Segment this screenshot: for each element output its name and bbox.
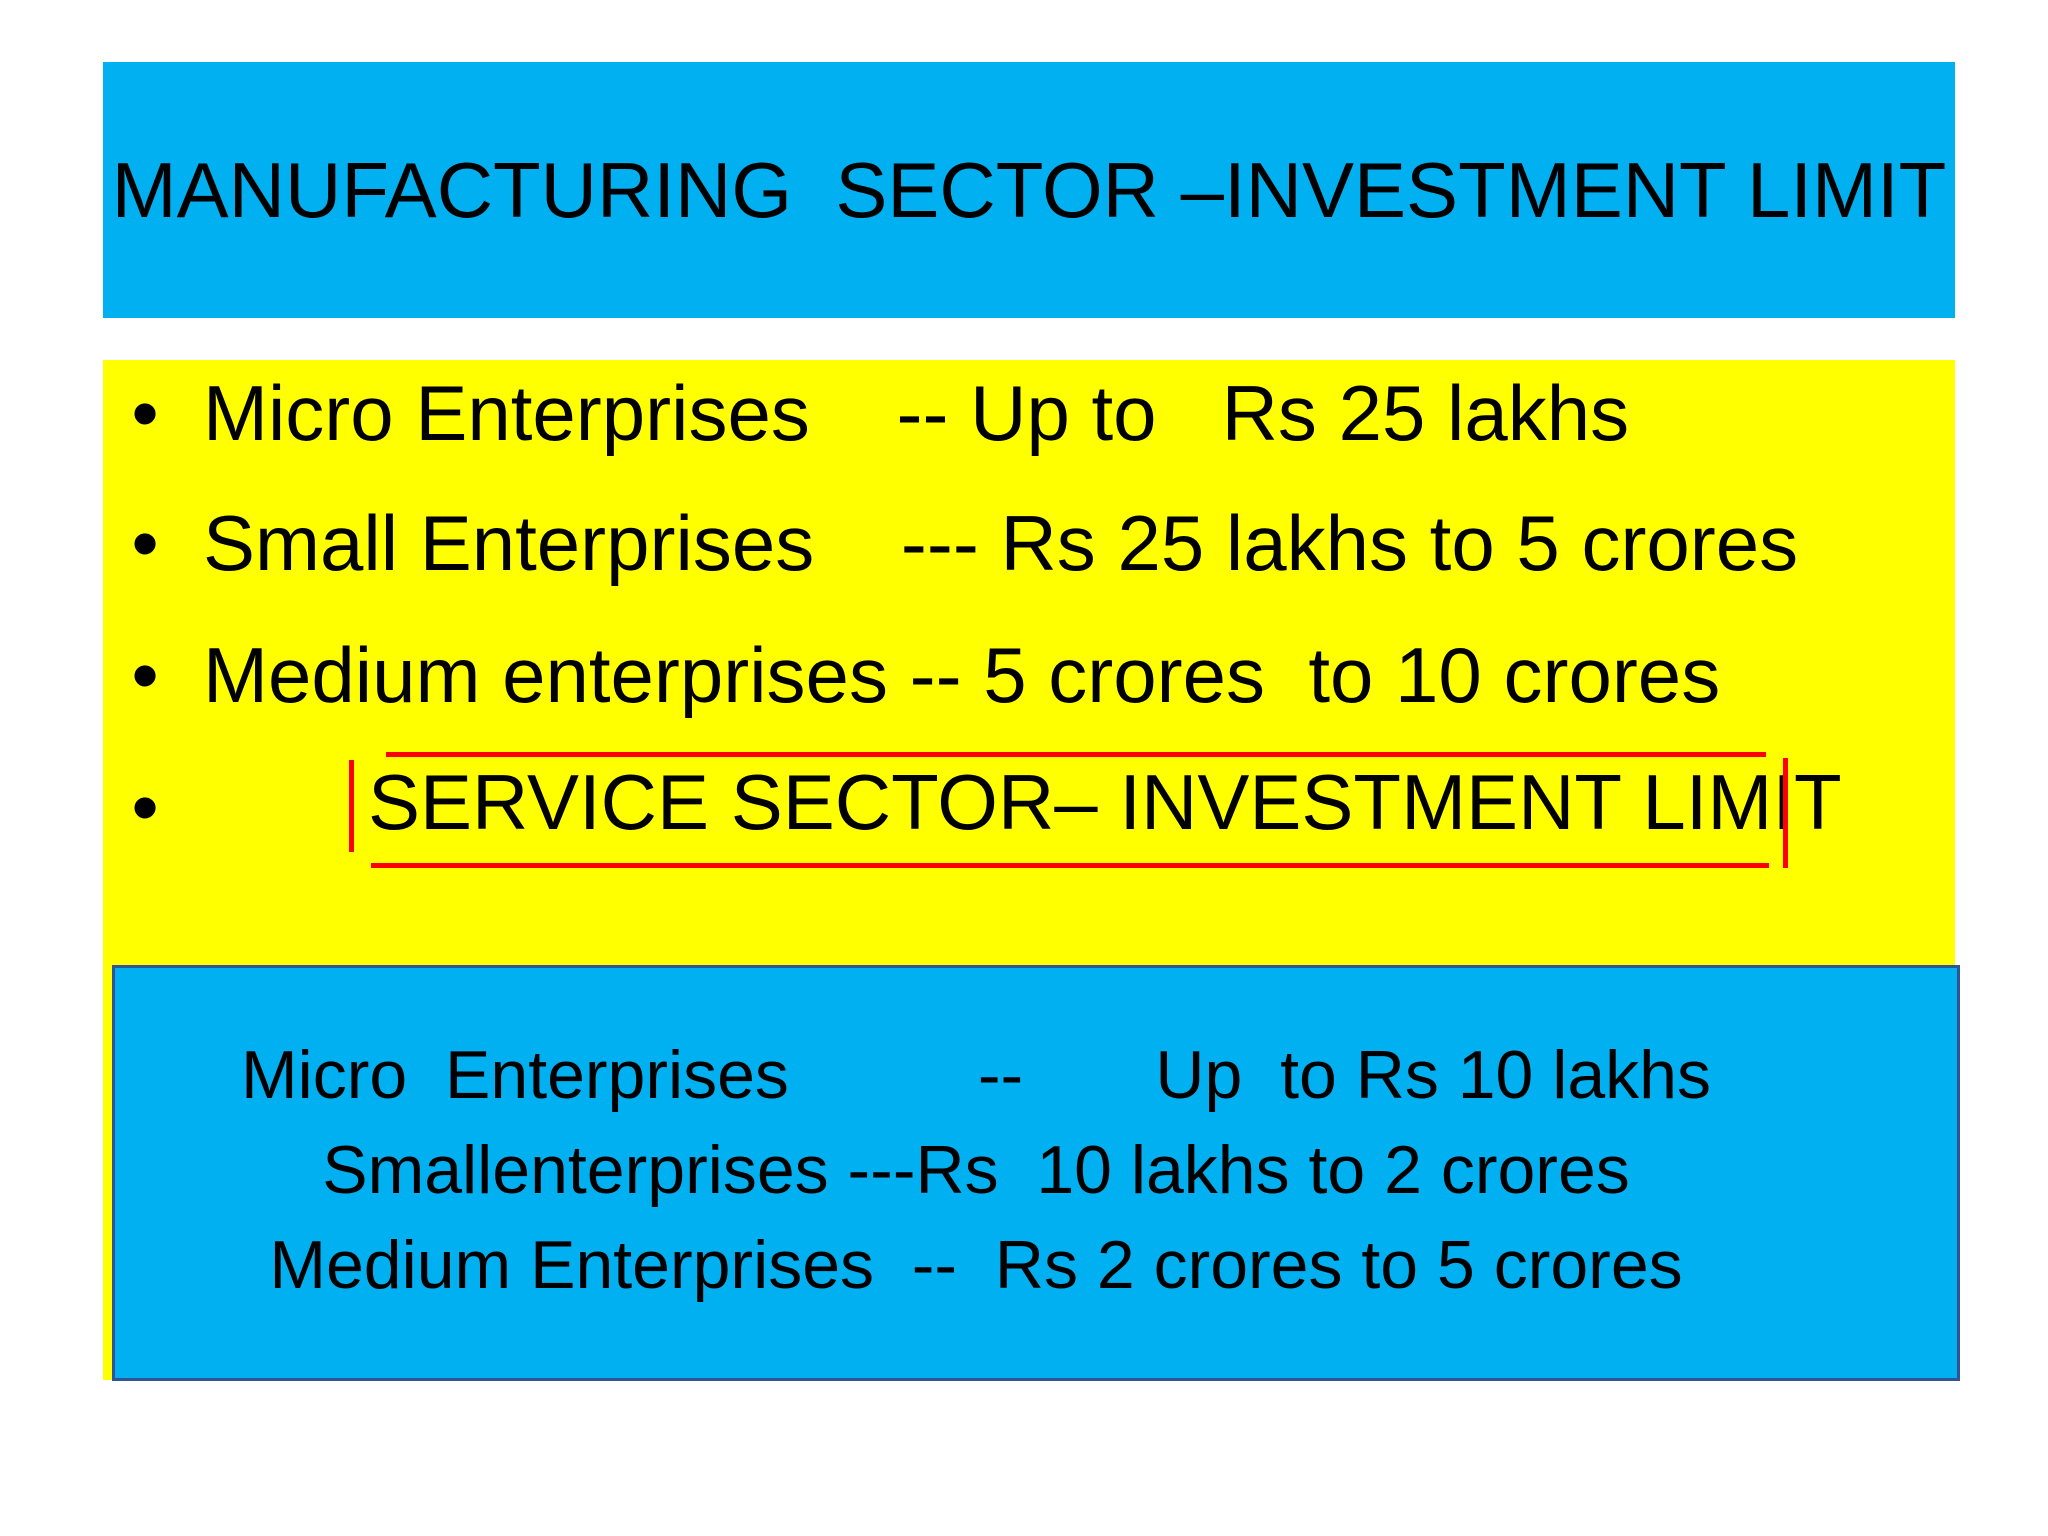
bullet-icon: • [131,630,159,719]
list-item-label: Medium enterprises -- 5 crores to 10 cro… [203,630,1721,719]
service-heading: SERVICE SECTOR– INVESTMENT LIMIT [368,757,1842,846]
service-item-medium: Medium Enterprises -- Rs 2 crores to 5 c… [269,1227,1683,1303]
service-panel: Micro Enterprises -- Up to Rs 10 lakhs S… [112,965,1960,1381]
list-item-label: Micro Enterprises -- Up to Rs 25 lakhs [203,368,1630,457]
highlight-top-line [386,752,1766,757]
highlight-right-line [1783,758,1788,868]
bullet-icon: • [131,762,159,851]
bullet-icon: • [131,498,159,587]
slide-title: MANUFACTURING SECTOR –INVESTMENT LIMIT [111,145,1947,234]
list-item-label: Small Enterprises --- Rs 25 lakhs to 5 c… [203,498,1799,587]
list-item-small: • Small Enterprises --- Rs 25 lakhs to 5… [103,488,1955,598]
bullet-icon: • [131,368,159,457]
title-banner: MANUFACTURING SECTOR –INVESTMENT LIMIT [103,62,1955,318]
list-item-micro: • Micro Enterprises -- Up to Rs 25 lakhs [103,358,1955,468]
list-item-medium: • Medium enterprises -- 5 crores to 10 c… [103,620,1955,730]
highlight-left-line [349,760,354,852]
highlight-bottom-line [371,863,1769,868]
service-item-small: Smallenterprises ---Rs 10 lakhs to 2 cro… [322,1132,1630,1208]
list-item-service-heading: • SERVICE SECTOR– INVESTMENT LIMIT [103,752,1955,862]
service-heading-wrap: SERVICE SECTOR– INVESTMENT LIMIT [368,752,1842,852]
service-item-micro: Micro Enterprises -- Up to Rs 10 lakhs [241,1037,1711,1113]
